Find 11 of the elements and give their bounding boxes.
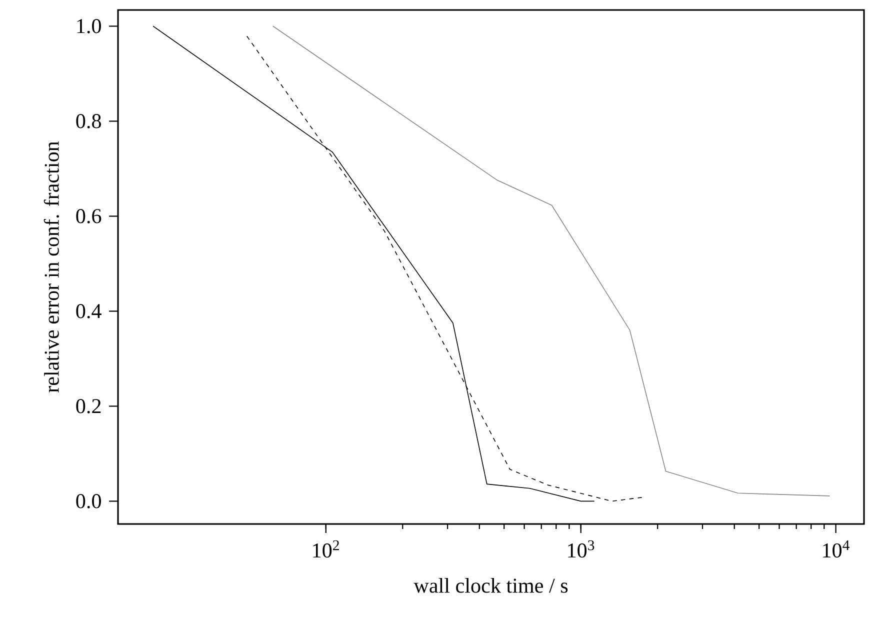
y-tick-label: 1.0 [77, 18, 101, 34]
x-tick-label: 10$^{4}$ [823, 540, 850, 558]
x-tick-label: 10$^{3}$ [568, 540, 594, 558]
y-tick-label: 0.8 [76, 114, 101, 128]
y-tick-label: 0.4 [76, 304, 102, 318]
x-tick-label: 10$^{2}$ [313, 540, 339, 558]
y-tick-label: 0.2 [76, 399, 101, 414]
y-tick-label: 0.6 [76, 209, 102, 224]
y-axis-title: relative error in conf. fraction [44, 141, 60, 392]
x-axis-title: wall clock time / s [414, 578, 568, 593]
y-tick-label: 0.0 [76, 494, 101, 508]
